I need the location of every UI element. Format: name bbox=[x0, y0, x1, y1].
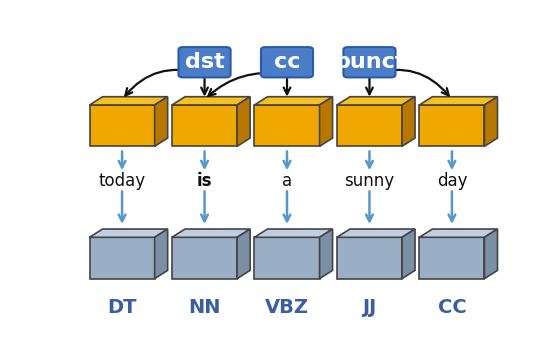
Text: dst: dst bbox=[185, 52, 225, 72]
Text: VBZ: VBZ bbox=[265, 298, 309, 317]
FancyBboxPatch shape bbox=[343, 47, 395, 77]
Polygon shape bbox=[419, 105, 484, 146]
Text: JJ: JJ bbox=[362, 298, 376, 317]
Polygon shape bbox=[172, 229, 250, 237]
Polygon shape bbox=[484, 229, 497, 279]
Text: is: is bbox=[197, 172, 212, 190]
Polygon shape bbox=[254, 229, 333, 237]
Polygon shape bbox=[90, 105, 155, 146]
Text: a: a bbox=[282, 172, 292, 190]
Polygon shape bbox=[337, 105, 402, 146]
Polygon shape bbox=[419, 229, 497, 237]
Polygon shape bbox=[254, 97, 333, 105]
Polygon shape bbox=[419, 237, 484, 279]
Polygon shape bbox=[90, 237, 155, 279]
Polygon shape bbox=[402, 97, 415, 146]
Polygon shape bbox=[419, 97, 497, 105]
FancyBboxPatch shape bbox=[261, 47, 313, 77]
Polygon shape bbox=[320, 229, 333, 279]
Polygon shape bbox=[155, 97, 167, 146]
Text: NN: NN bbox=[188, 298, 221, 317]
Polygon shape bbox=[172, 97, 250, 105]
Polygon shape bbox=[90, 229, 167, 237]
Polygon shape bbox=[90, 97, 167, 105]
Polygon shape bbox=[337, 229, 415, 237]
Text: punct: punct bbox=[334, 52, 405, 72]
Polygon shape bbox=[484, 97, 497, 146]
Polygon shape bbox=[237, 229, 250, 279]
Text: day: day bbox=[437, 172, 467, 190]
Polygon shape bbox=[172, 105, 237, 146]
FancyBboxPatch shape bbox=[179, 47, 231, 77]
Polygon shape bbox=[337, 97, 415, 105]
Polygon shape bbox=[402, 229, 415, 279]
Text: DT: DT bbox=[108, 298, 137, 317]
Polygon shape bbox=[155, 229, 167, 279]
Polygon shape bbox=[254, 105, 320, 146]
Polygon shape bbox=[237, 97, 250, 146]
Text: CC: CC bbox=[437, 298, 466, 317]
Text: today: today bbox=[99, 172, 146, 190]
Polygon shape bbox=[320, 97, 333, 146]
Polygon shape bbox=[172, 237, 237, 279]
Polygon shape bbox=[337, 237, 402, 279]
Text: sunny: sunny bbox=[344, 172, 395, 190]
Polygon shape bbox=[254, 237, 320, 279]
Text: cc: cc bbox=[274, 52, 300, 72]
